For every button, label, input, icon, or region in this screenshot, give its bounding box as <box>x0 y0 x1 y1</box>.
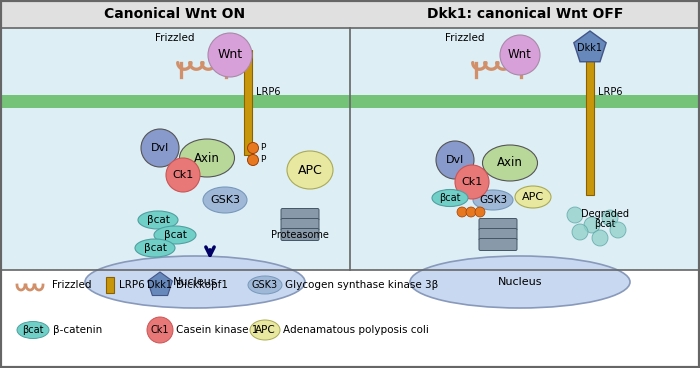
Ellipse shape <box>482 145 538 181</box>
Circle shape <box>602 210 618 226</box>
Text: Axin: Axin <box>194 152 220 164</box>
Text: GSK3: GSK3 <box>479 195 507 205</box>
Text: βcat: βcat <box>22 325 43 335</box>
Text: Axin: Axin <box>497 156 523 170</box>
Bar <box>350 95 699 108</box>
Text: Frizzled: Frizzled <box>155 33 195 43</box>
Text: GSK3: GSK3 <box>252 280 278 290</box>
Text: P: P <box>260 155 265 163</box>
Text: LRP6: LRP6 <box>256 87 281 97</box>
Text: LRP6: LRP6 <box>598 87 622 97</box>
Text: Wnt: Wnt <box>508 49 532 61</box>
Bar <box>1 28 699 270</box>
Text: Wnt: Wnt <box>218 49 243 61</box>
Text: LRP6: LRP6 <box>119 280 145 290</box>
Ellipse shape <box>154 226 196 244</box>
Bar <box>0 0 700 28</box>
Text: GSK3: GSK3 <box>210 195 240 205</box>
Text: βcat: βcat <box>146 215 169 225</box>
Text: Dkk1: canonical Wnt OFF: Dkk1: canonical Wnt OFF <box>427 7 623 21</box>
Polygon shape <box>148 272 172 296</box>
Circle shape <box>248 155 258 166</box>
Text: APC: APC <box>255 325 275 335</box>
Text: Nucleus: Nucleus <box>173 277 217 287</box>
Ellipse shape <box>85 256 305 308</box>
Ellipse shape <box>432 190 468 206</box>
Bar <box>586 50 594 195</box>
Circle shape <box>457 207 467 217</box>
FancyBboxPatch shape <box>479 229 517 241</box>
Text: β-catenin: β-catenin <box>53 325 102 335</box>
Ellipse shape <box>436 141 474 179</box>
Ellipse shape <box>287 151 333 189</box>
Polygon shape <box>574 31 606 62</box>
Ellipse shape <box>203 187 247 213</box>
Circle shape <box>592 230 608 246</box>
Bar <box>1 95 350 108</box>
Text: Canonical Wnt ON: Canonical Wnt ON <box>104 7 246 21</box>
Text: βcat: βcat <box>594 219 616 229</box>
Circle shape <box>610 222 626 238</box>
Ellipse shape <box>141 129 179 167</box>
Ellipse shape <box>17 322 49 339</box>
Ellipse shape <box>248 276 282 294</box>
Text: APC: APC <box>298 163 323 177</box>
Circle shape <box>248 142 258 153</box>
FancyBboxPatch shape <box>281 219 319 230</box>
Text: Dvl: Dvl <box>446 155 464 165</box>
Text: Ck1: Ck1 <box>172 170 194 180</box>
Text: Casein kinase 1: Casein kinase 1 <box>176 325 258 335</box>
Text: βcat: βcat <box>164 230 186 240</box>
Bar <box>1 270 699 368</box>
Ellipse shape <box>138 211 178 229</box>
FancyBboxPatch shape <box>479 238 517 251</box>
Bar <box>244 50 252 155</box>
Ellipse shape <box>410 256 630 308</box>
FancyBboxPatch shape <box>281 209 319 220</box>
Ellipse shape <box>515 186 551 208</box>
Ellipse shape <box>500 35 540 75</box>
Circle shape <box>572 224 588 240</box>
Ellipse shape <box>179 139 235 177</box>
Circle shape <box>567 207 583 223</box>
Bar <box>106 277 114 293</box>
Text: Ck1: Ck1 <box>461 177 482 187</box>
Text: Proteasome: Proteasome <box>271 230 329 240</box>
Circle shape <box>475 207 485 217</box>
Text: Glycogen synthase kinase 3β: Glycogen synthase kinase 3β <box>285 280 438 290</box>
Text: βcat: βcat <box>440 193 461 203</box>
Ellipse shape <box>135 239 175 257</box>
Ellipse shape <box>147 317 173 343</box>
Ellipse shape <box>208 33 252 77</box>
Text: βcat: βcat <box>144 243 167 253</box>
FancyBboxPatch shape <box>281 229 319 241</box>
Text: Frizzled: Frizzled <box>52 280 92 290</box>
Ellipse shape <box>473 190 513 210</box>
Text: Frizzled: Frizzled <box>445 33 484 43</box>
Text: Dkk1: Dkk1 <box>148 280 172 290</box>
Text: P: P <box>260 142 265 152</box>
Text: Dickkopf1: Dickkopf1 <box>176 280 228 290</box>
FancyBboxPatch shape <box>479 219 517 230</box>
Circle shape <box>584 217 600 233</box>
Text: Adenamatous polyposis coli: Adenamatous polyposis coli <box>283 325 429 335</box>
Text: Ck1: Ck1 <box>150 325 169 335</box>
Ellipse shape <box>250 320 280 340</box>
Text: Dkk1: Dkk1 <box>578 43 603 53</box>
Ellipse shape <box>166 158 200 192</box>
Text: Degraded: Degraded <box>581 209 629 219</box>
Text: APC: APC <box>522 192 544 202</box>
Ellipse shape <box>455 165 489 199</box>
Text: Nucleus: Nucleus <box>498 277 542 287</box>
Circle shape <box>466 207 476 217</box>
Text: Dvl: Dvl <box>151 143 169 153</box>
